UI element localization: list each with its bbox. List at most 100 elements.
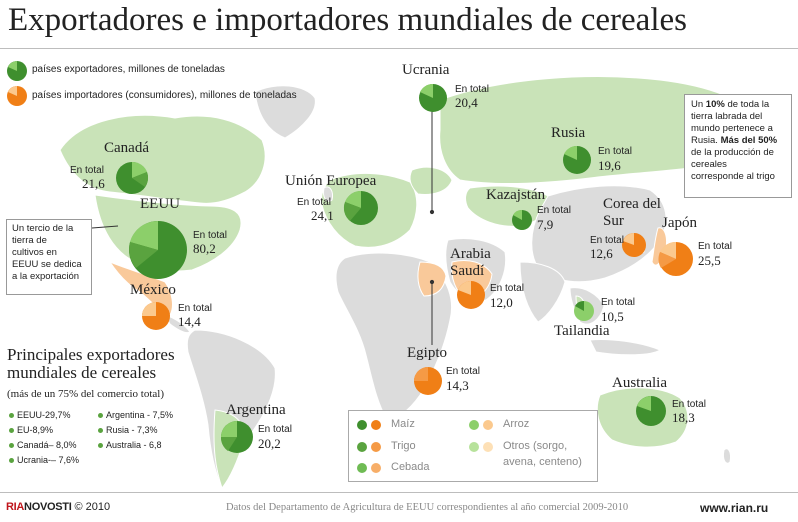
- land-uk: [323, 186, 333, 202]
- country-eu-value: 24,1: [311, 208, 334, 223]
- land-indonesia: [589, 339, 662, 356]
- title-divider: [0, 48, 798, 49]
- land-central-america: [163, 314, 191, 333]
- rank-item: EEUU-29,7%: [9, 410, 71, 420]
- key-dot: [357, 442, 367, 452]
- footer-site: www.rian.ru: [700, 501, 769, 515]
- legend-pies: [7, 61, 27, 106]
- rank-item: Argentina - 7,5%: [98, 410, 173, 420]
- country-saudi-total-label: En total: [490, 283, 524, 294]
- country-korea-value: 12,6: [590, 246, 613, 261]
- country-argentina-value: 20,2: [258, 436, 281, 451]
- pie-usa: [129, 220, 187, 279]
- country-usa-total-label: En total: [193, 230, 227, 241]
- side-title: Principales exportadores mundiales de ce…: [7, 345, 175, 382]
- key-cebada: Cebada: [391, 461, 430, 473]
- pie-eu: [343, 190, 378, 225]
- pie-egypt: [414, 367, 442, 395]
- land-canada: [59, 114, 266, 204]
- country-egypt-name: Egipto: [407, 345, 447, 361]
- country-saudi-value: 12,0: [490, 295, 513, 310]
- country-ukraine-name: Ucrania: [402, 62, 450, 78]
- side-subtitle: (más de un 75% del comercio total): [7, 388, 165, 400]
- country-australia-total-label: En total: [672, 399, 706, 410]
- key-maiz: Maíz: [391, 418, 415, 430]
- country-ukraine-value: 20,4: [455, 95, 478, 110]
- country-russia-total-label: En total: [598, 146, 632, 157]
- country-canada-total-label: En total: [70, 165, 104, 176]
- country-egypt-value: 14,3: [446, 378, 469, 393]
- legend-exporters: países exportadores, millones de tonelad…: [32, 64, 225, 75]
- country-korea-total-label: En total: [590, 235, 624, 246]
- pie-mexico: [142, 302, 170, 330]
- pie-russia: [563, 145, 591, 174]
- country-mexico-total-label: En total: [178, 303, 212, 314]
- key-dot: [357, 420, 367, 430]
- country-argentina-total-label: En total: [258, 424, 292, 435]
- key-otros-2: avena, centeno): [503, 456, 582, 468]
- country-thailand-name: Tailandia: [554, 323, 610, 339]
- country-usa-name: EEUU: [140, 196, 180, 212]
- country-mexico-value: 14,4: [178, 314, 201, 329]
- country-kazakhstan-name: Kazajstán: [486, 187, 546, 203]
- footer-source: Datos del Departamento de Agricultura de…: [226, 502, 629, 513]
- land-greenland: [254, 85, 316, 139]
- country-usa-value: 80,2: [193, 241, 216, 256]
- pie-saudi: [457, 281, 485, 309]
- footer-divider: [0, 492, 798, 493]
- country-russia-name: Rusia: [551, 125, 586, 141]
- country-australia-name: Australia: [612, 375, 667, 391]
- key-dot: [469, 442, 479, 452]
- key-otros: Otros (sorgo,: [503, 440, 568, 452]
- key-dot: [483, 420, 493, 430]
- land-india: [519, 261, 566, 323]
- country-thailand-value: 10,5: [601, 309, 624, 324]
- key-dot: [371, 442, 381, 452]
- usa-note: Un tercio de la tierra de cultivos en EE…: [6, 219, 92, 295]
- footer-brand: RIANOVOSTI © 2010: [6, 501, 111, 513]
- land-egypt: [417, 261, 447, 297]
- country-saudi-name: Arabia Saudí: [450, 246, 491, 279]
- key-dot: [371, 463, 381, 473]
- country-kazakhstan-total-label: En total: [537, 205, 571, 216]
- country-russia-value: 19,6: [598, 158, 621, 173]
- country-mexico-name: México: [130, 282, 176, 298]
- pies: [116, 83, 693, 453]
- country-japan-total-label: En total: [698, 241, 732, 252]
- key-dot: [357, 463, 367, 473]
- country-kazakhstan-value: 7,9: [537, 217, 554, 232]
- rank-item: Australia - 6,8: [98, 440, 162, 450]
- country-thailand-total-label: En total: [601, 297, 635, 308]
- page-title: Exportadores e importadores mundiales de…: [8, 2, 687, 38]
- legend-importers: países importadores (consumidores), mill…: [32, 90, 297, 101]
- pie-ukraine: [419, 83, 447, 112]
- key-dot: [483, 442, 493, 452]
- pie-kazakhstan: [512, 209, 532, 230]
- pie-argentina: [220, 421, 253, 453]
- land-nz: [723, 448, 731, 464]
- pie-canada: [116, 161, 149, 194]
- grain-key: Maíz Trigo Cebada Arroz Otros (sorgo, av…: [348, 410, 598, 482]
- pie-australia: [636, 396, 666, 426]
- country-canada-name: Canadá: [104, 140, 149, 156]
- country-argentina-name: Argentina: [226, 402, 286, 418]
- country-ukraine-total-label: En total: [455, 84, 489, 95]
- leader-lines: [91, 108, 435, 345]
- key-dot: [371, 420, 381, 430]
- pie-korea: [622, 233, 646, 257]
- rank-item: EU-8,9%: [9, 425, 53, 435]
- land-ukraine: [409, 166, 453, 195]
- country-japan-name: Japón: [662, 215, 697, 231]
- country-korea-name: Corea del Sur: [603, 196, 661, 229]
- country-japan-value: 25,5: [698, 253, 721, 268]
- rank-item: Rusia - 7,3%: [98, 425, 158, 435]
- rank-item: Ucrania-– 7,6%: [9, 455, 79, 465]
- country-eu-name: Unión Europea: [285, 173, 377, 189]
- key-arroz: Arroz: [503, 418, 530, 430]
- country-australia-value: 18,3: [672, 410, 695, 425]
- country-eu-total-label: En total: [297, 197, 331, 208]
- pie-thailand: [574, 300, 594, 321]
- key-trigo: Trigo: [391, 440, 416, 452]
- russia-note: Un 10% de toda la tierra labrada del mun…: [684, 94, 792, 198]
